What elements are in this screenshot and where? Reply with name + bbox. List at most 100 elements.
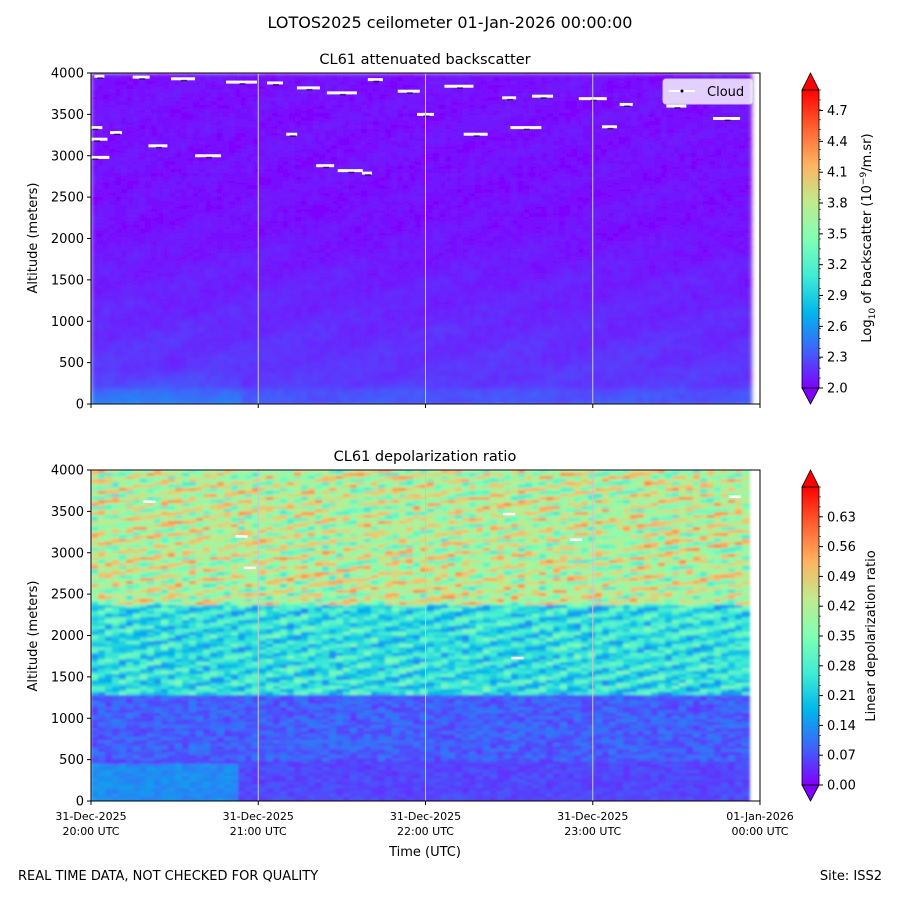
- depol-gridlines: [257, 470, 594, 801]
- backscatter-colorbar-ticks: 2.0 2.3 2.6 2.9 3.2 3.5 3.8 4.1 4.4 4.7: [819, 89, 848, 397]
- y-tick-label: 2500: [51, 191, 84, 206]
- x-tick-time: 00:00 UTC: [731, 825, 788, 838]
- y-tick-label: 2000: [51, 629, 84, 644]
- x-tick-time: 21:00 UTC: [230, 825, 287, 838]
- y-tick-label: 0: [76, 795, 84, 810]
- cloud-gap: [170, 77, 195, 81]
- colorbar-tick-label: 2.9: [827, 289, 848, 304]
- cloud-gap: [91, 155, 110, 159]
- backscatter-colorbar-gradient: [802, 90, 819, 388]
- x-tick-date: 01-Jan-2026: [726, 810, 794, 823]
- cloud-marker: [306, 88, 313, 91]
- y-tick-label: 3000: [51, 149, 84, 164]
- cloud-gap: [666, 104, 687, 108]
- cloud-gap: [266, 81, 283, 85]
- cloud-marker: [373, 80, 380, 83]
- colorbar-tick-label: 0.00: [827, 779, 856, 794]
- y-tick-label: 1000: [51, 712, 84, 727]
- depol-colorbar-ticks: 0.00 0.07 0.14 0.21 0.28 0.35 0.42 0.49 0.56 0.63: [819, 486, 856, 794]
- cloud-marker: [456, 87, 463, 89]
- colorbar-tick-label: 3.2: [827, 258, 848, 273]
- cloud-gap: [296, 86, 320, 90]
- x-tick-date: 31-Dec-2025: [223, 810, 294, 823]
- depol-gap: [511, 656, 524, 660]
- colorbar-tick-label: 0.07: [827, 749, 856, 764]
- colorbar-tick-label: 0.35: [827, 630, 856, 645]
- colorbar-tick-label: 0.42: [827, 600, 856, 615]
- y-tick-label: 500: [59, 356, 84, 371]
- cloud-marker: [339, 93, 346, 96]
- colorbar-tick-label: 4.4: [827, 135, 848, 150]
- cloud-gap: [397, 89, 420, 93]
- cloud-gap: [326, 91, 357, 95]
- figure-title: LOTOS2025 ceilometer 01-Jan-2026 00:00:0…: [267, 13, 633, 32]
- depol-gap: [143, 500, 156, 503]
- cloud-marker: [473, 135, 480, 137]
- backscatter-ylabel: Altitude (meters): [26, 183, 41, 294]
- cloud-legend[interactable]: Cloud: [662, 78, 754, 105]
- colorbar-tick-label: 0.63: [827, 510, 856, 525]
- colorbar-tick-label: 0.14: [827, 719, 856, 734]
- colorbar-tick-label: 0.28: [827, 659, 856, 674]
- cloud-marker: [94, 140, 101, 142]
- cloud-marker: [674, 107, 681, 109]
- cloud-gap: [110, 131, 123, 135]
- cloud-gap: [148, 144, 168, 148]
- colorbar-tick-label: 2.6: [827, 320, 848, 335]
- y-tick-label: 3500: [51, 108, 84, 123]
- cloud-marker: [323, 166, 330, 169]
- x-tick-date: 31-Dec-2025: [390, 810, 461, 823]
- backscatter-title: CL61 attenuated backscatter: [319, 52, 530, 68]
- cloud-gap: [601, 125, 617, 129]
- cloud-gap: [94, 74, 105, 78]
- cloud-gap: [502, 96, 517, 100]
- cloud-marker-icon: [680, 89, 684, 93]
- cloud-gap: [91, 137, 108, 141]
- cloud-marker: [92, 158, 99, 160]
- cloud-gap: [510, 126, 542, 130]
- colorbar-tick-label: 2.3: [827, 351, 848, 366]
- cloud-marker: [406, 92, 413, 94]
- depol-xlabel: Time (UTC): [388, 845, 461, 860]
- cloud-marker: [523, 128, 530, 131]
- backscatter-gridlines: [257, 73, 594, 404]
- x-tick-date: 31-Dec-2025: [557, 810, 628, 823]
- cloud-marker: [607, 127, 614, 130]
- cloud-marker: [423, 115, 430, 117]
- y-tick-label: 1500: [51, 670, 84, 685]
- y-tick-label: 1500: [51, 273, 84, 288]
- depol-colorbar-label: Linear depolarization ratio: [864, 550, 879, 721]
- depol-gaps: [143, 495, 741, 660]
- cloud-marker: [590, 99, 597, 102]
- depol-title: CL61 depolarization ratio: [334, 449, 517, 465]
- cloud-gap: [91, 126, 103, 130]
- cloud-gaps: [91, 74, 741, 176]
- colorbar-tick-label: 2.0: [827, 382, 848, 397]
- colorbar-tick-label: 0.56: [827, 540, 856, 555]
- cloud-gap: [132, 75, 150, 79]
- x-tick-date: 31-Dec-2025: [55, 810, 126, 823]
- depol-colorbar-gradient: [802, 487, 819, 785]
- cloud-marker: [624, 105, 631, 107]
- y-tick-label: 3500: [51, 505, 84, 520]
- x-tick-time: 20:00 UTC: [62, 825, 119, 838]
- cloud-marker: [92, 128, 99, 131]
- cloud-gap: [286, 132, 298, 136]
- y-tick-label: 1000: [51, 315, 84, 330]
- depol-colorbar: [801, 469, 820, 802]
- backscatter-field: [91, 73, 752, 404]
- cloud-gap: [195, 154, 222, 158]
- backscatter-colorbar: [801, 72, 820, 405]
- cloud-marker: [272, 83, 279, 86]
- cloud-marker: [348, 171, 355, 174]
- depol-ylabel: Altitude (meters): [26, 581, 41, 692]
- cloud-marker: [540, 97, 547, 99]
- y-tick-label: 4000: [51, 464, 84, 479]
- cloud-gap: [463, 132, 488, 136]
- cloud-gap: [444, 84, 474, 88]
- cloud-marker: [289, 135, 296, 137]
- y-tick-label: 2500: [51, 588, 84, 603]
- y-tick-label: 3000: [51, 546, 84, 561]
- legend-cloud-label: Cloud: [707, 85, 744, 100]
